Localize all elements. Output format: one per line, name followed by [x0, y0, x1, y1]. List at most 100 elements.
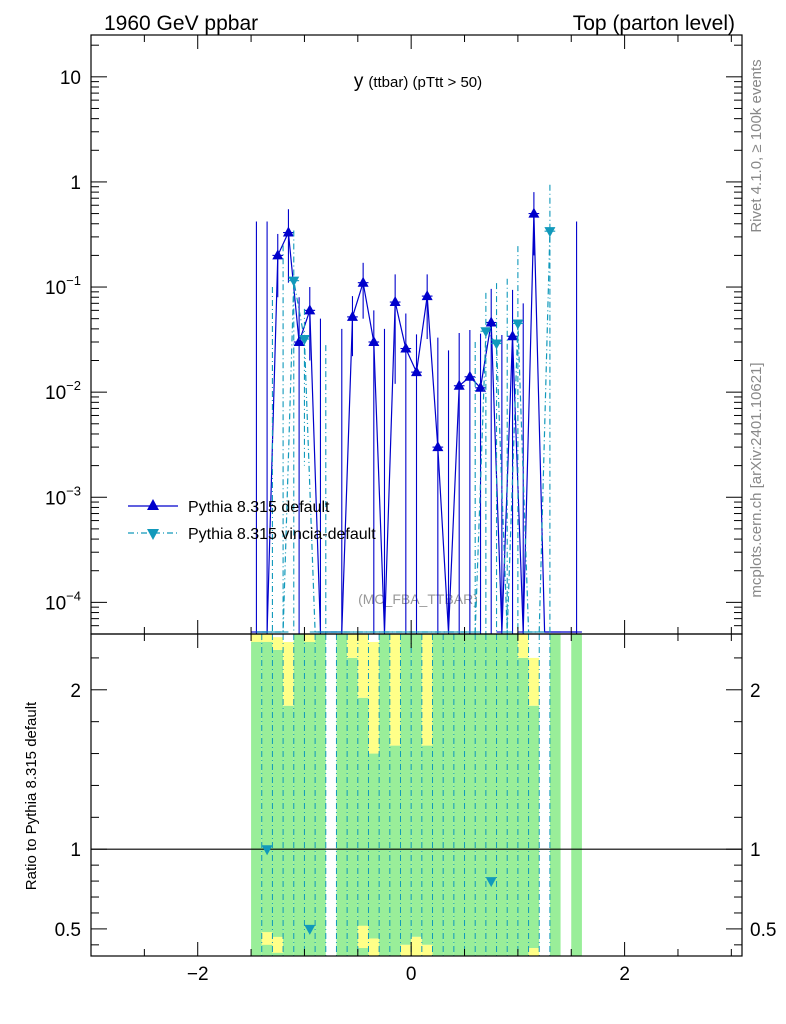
- y-tick-label: 10−4: [45, 588, 81, 614]
- upper-panel-series: [251, 184, 582, 634]
- data-point-marker: [411, 366, 422, 377]
- legend-label-default: Pythia 8.315 default: [188, 499, 330, 516]
- ratio-panel-series: [91, 634, 742, 956]
- y-tick-label: 10−2: [45, 378, 81, 404]
- data-point-marker: [304, 304, 316, 315]
- y-tick-label-exponent: −3: [66, 483, 81, 498]
- ratio-uncertainty-bands: [251, 634, 582, 956]
- data-point-marker: [453, 379, 465, 390]
- data-point-marker: [485, 316, 497, 327]
- legend: Pythia 8.315 default Pythia 8.315 vincia…: [128, 499, 376, 543]
- ratio-band-yellow: [251, 634, 262, 642]
- mcplots-reference-text: mcplots.cern.ch [arXiv:2401.10621]: [748, 362, 765, 597]
- data-point-marker: [298, 335, 310, 346]
- ratio-band-green: [453, 634, 465, 956]
- ratio-band-yellow: [389, 634, 401, 746]
- y-tick-label: 10−3: [45, 483, 81, 509]
- data-point-marker: [421, 290, 433, 301]
- ratio-band-green: [336, 634, 348, 956]
- rivet-version-text: Rivet 4.1.0, ≥ 100k events: [748, 59, 765, 232]
- ratio-band-yellow: [272, 936, 284, 953]
- ratio-band-green: [304, 634, 316, 956]
- y-tick-label: 10−1: [45, 273, 81, 299]
- ratio-band-green: [272, 649, 284, 956]
- data-point-marker: [288, 276, 300, 287]
- y-tick-label-base: 1: [70, 173, 81, 194]
- ratio-band-green: [261, 634, 273, 956]
- ratio-band-yellow: [357, 925, 369, 949]
- data-point-marker: [491, 339, 503, 350]
- ratio-band-yellow: [411, 936, 422, 956]
- data-point-marker: [272, 249, 284, 260]
- y-tick-label-base: 10: [60, 68, 81, 89]
- ratio-band-green: [464, 634, 476, 956]
- data-point-marker: [400, 342, 412, 353]
- header-right: Top (parton level): [573, 12, 735, 35]
- data-point-marker: [528, 207, 540, 218]
- y-tick-label: 1: [70, 173, 81, 194]
- y-tick-label-exponent: −1: [66, 273, 81, 288]
- ratio-point-marker: [304, 924, 316, 935]
- y-tick-label-base: 10: [45, 383, 66, 404]
- legend-marker-default: [147, 499, 159, 510]
- ratio-band-green: [517, 657, 529, 956]
- ratio-band-yellow: [357, 634, 369, 698]
- analysis-watermark: (MC_FBA_TTBAR): [358, 591, 478, 607]
- ratio-y-tick-label-right: 0.5: [750, 920, 776, 941]
- x-tick-label: 2: [619, 964, 630, 985]
- data-point-marker: [368, 335, 380, 346]
- ratio-band-green: [571, 634, 582, 956]
- ratio-band-green: [432, 634, 444, 956]
- ratio-band-green: [507, 634, 518, 956]
- ratio-point-marker: [261, 845, 273, 856]
- ratio-band-yellow: [400, 944, 412, 956]
- ratio-band-green: [421, 745, 433, 945]
- ratio-band-green: [411, 634, 422, 937]
- ratio-band-yellow: [421, 944, 433, 956]
- ratio-band-yellow: [368, 641, 380, 754]
- plot-title-main: y: [354, 71, 364, 92]
- data-point-marker: [293, 335, 305, 346]
- data-point-marker: [357, 276, 369, 287]
- data-point-marker: [389, 296, 401, 307]
- y-tick-label-exponent: −4: [66, 588, 81, 603]
- ratio-band-green: [400, 634, 412, 945]
- ratio-y-tick-label-right: 1: [750, 840, 761, 861]
- ratio-band-green: [485, 634, 497, 956]
- ratio-band-green: [475, 634, 486, 956]
- ratio-band-green: [549, 634, 561, 956]
- ratio-point-marker: [485, 877, 497, 888]
- plot-title: y (ttbar) (pTtt > 50): [354, 71, 482, 92]
- ratio-frame: [90, 633, 743, 957]
- ratio-band-yellow: [421, 634, 433, 746]
- ratio-band-green: [443, 634, 454, 956]
- series-line-0: [256, 213, 577, 633]
- ratio-band-green: [389, 745, 401, 956]
- ratio-band-yellow: [528, 657, 540, 706]
- ratio-band-yellow: [261, 932, 273, 945]
- ratio-band-yellow: [528, 948, 540, 956]
- data-point-marker: [512, 319, 524, 330]
- ratio-band-green: [293, 634, 305, 956]
- y-tick-label-base: 10: [45, 278, 66, 299]
- ratio-band-green: [496, 634, 508, 956]
- ratio-band-yellow: [283, 641, 294, 706]
- data-point-marker: [480, 327, 492, 338]
- ratio-y-tick-label-left: 1: [70, 840, 81, 861]
- data-point-marker: [432, 441, 444, 452]
- x-tick-label: −2: [187, 964, 209, 985]
- header-left: 1960 GeV ppbar: [104, 12, 258, 35]
- y-tick-label-base: 10: [45, 488, 66, 509]
- legend-label-vincia: Pythia 8.315 vincia-default: [188, 526, 376, 543]
- ratio-band-green: [315, 634, 326, 956]
- ratio-band-yellow: [368, 938, 380, 956]
- ratio-band-yellow: [272, 637, 284, 650]
- plot-title-sub: (ttbar) (pTtt > 50): [368, 74, 482, 91]
- y-tick-label-base: 10: [45, 593, 66, 614]
- data-point-marker: [507, 330, 519, 341]
- ratio-band-green: [251, 634, 262, 956]
- legend-entry-default: Pythia 8.315 default: [128, 499, 330, 516]
- ratio-band-yellow: [517, 634, 529, 658]
- data-point-marker: [475, 381, 487, 392]
